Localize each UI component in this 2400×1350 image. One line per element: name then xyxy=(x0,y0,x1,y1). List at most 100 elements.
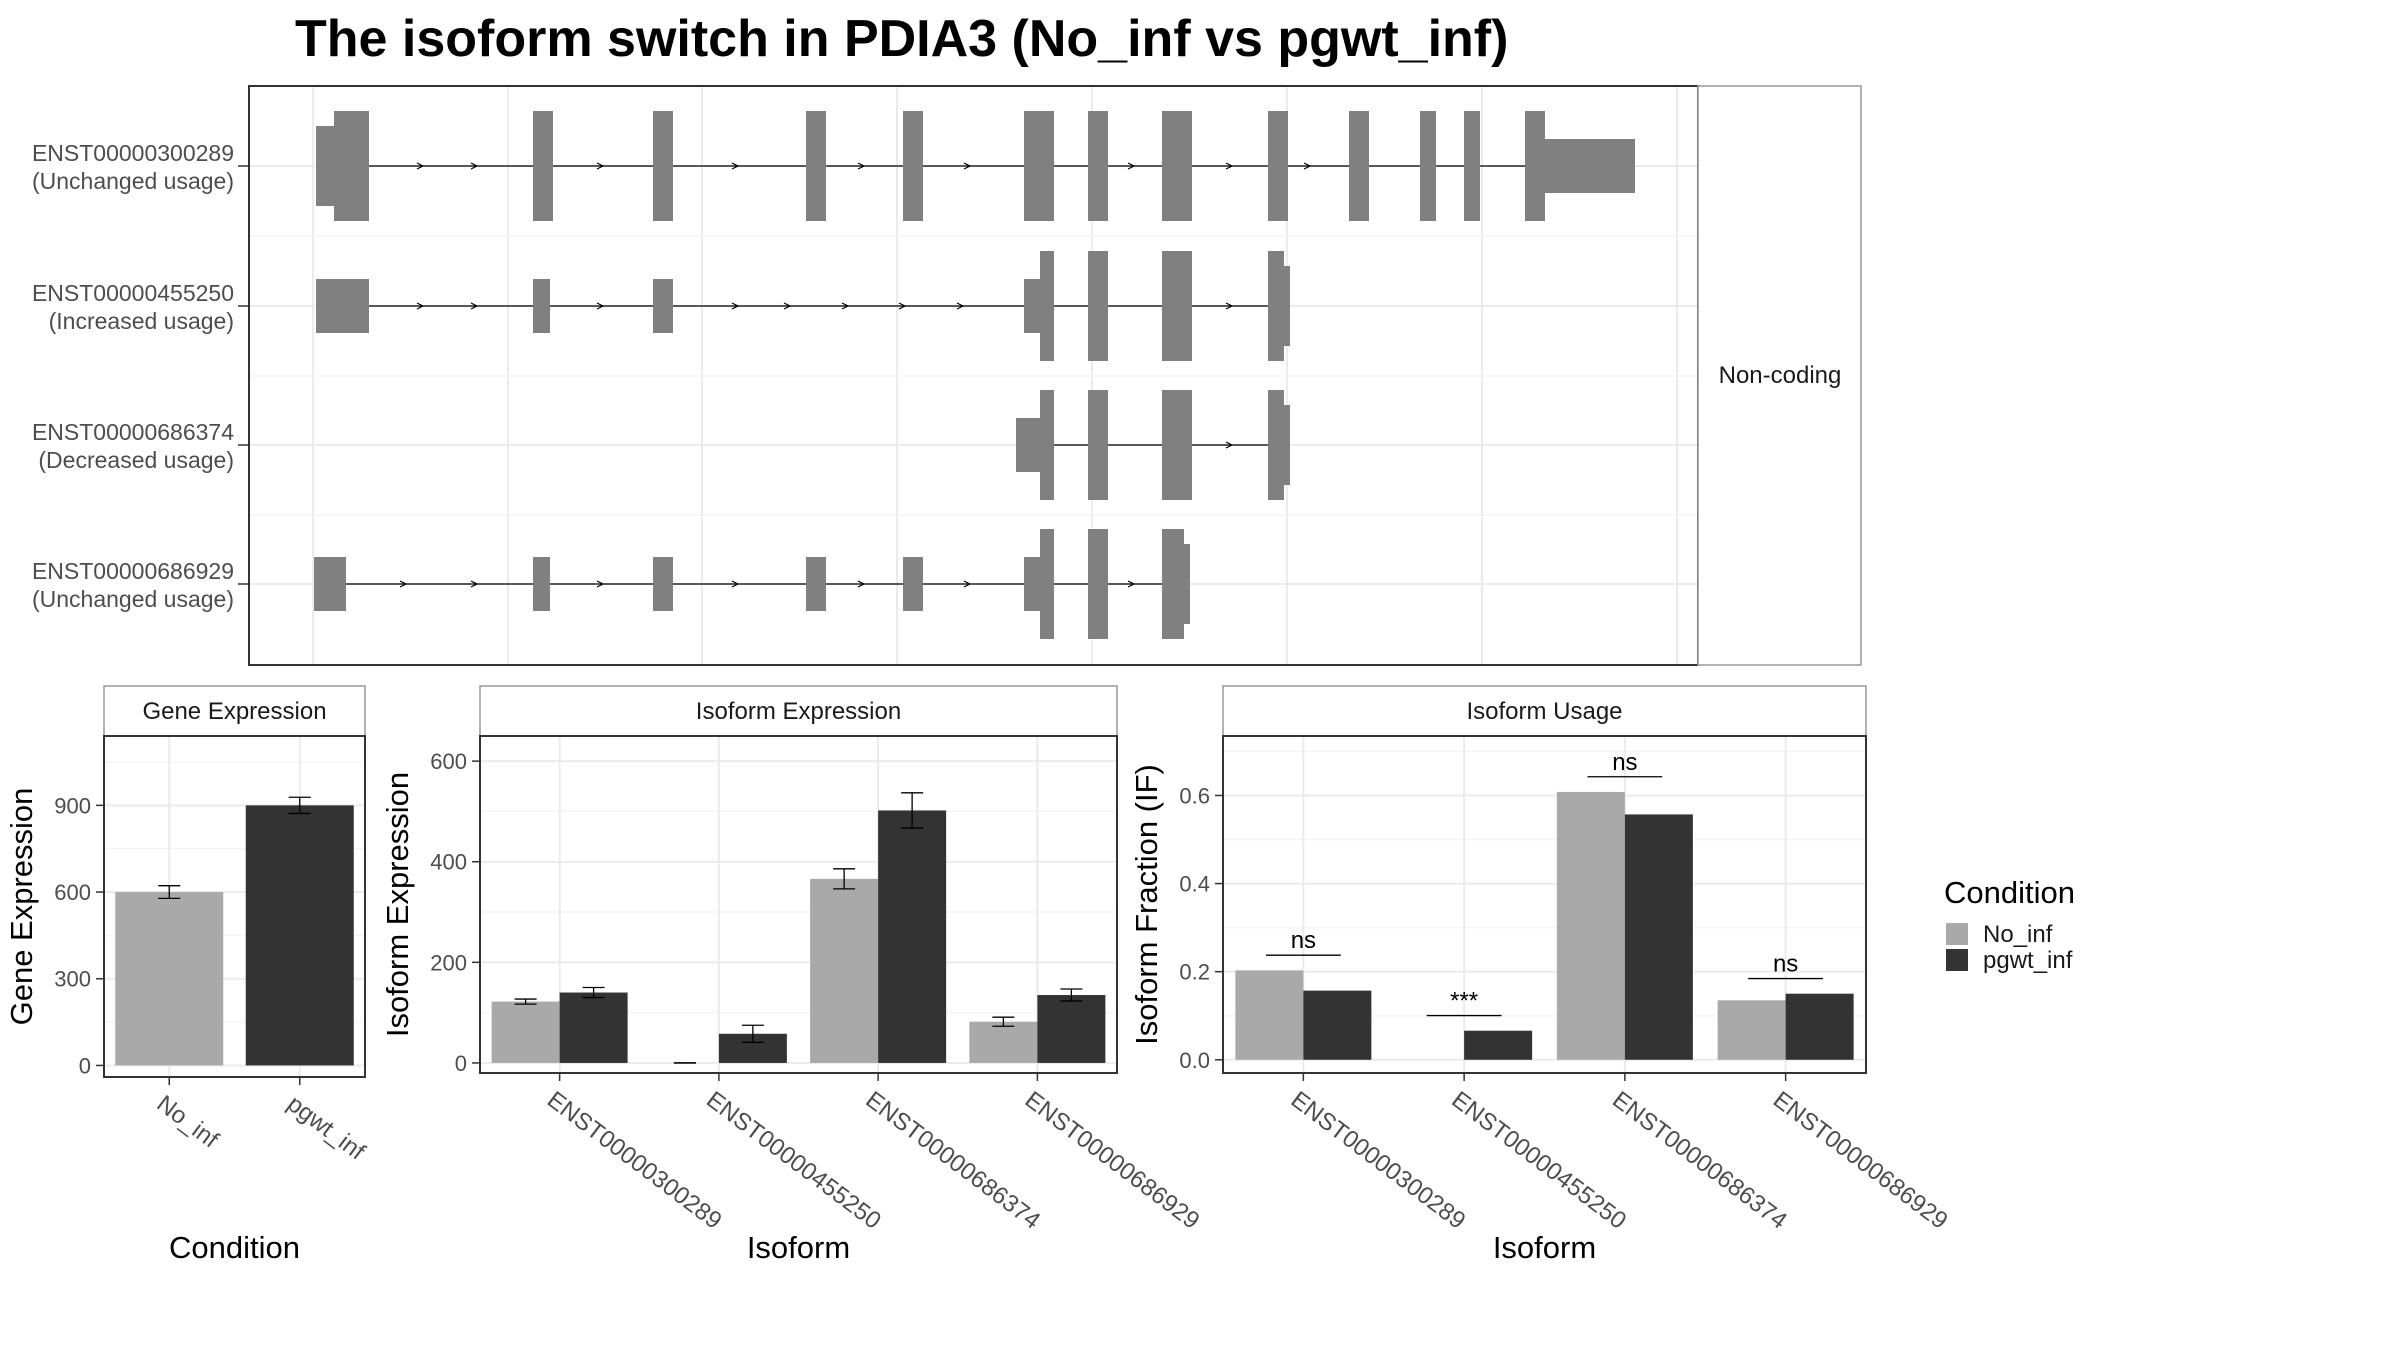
bar-pgwt_inf-ENST00000455250 xyxy=(1464,1030,1533,1060)
x-tick-label: ENST00000686929 xyxy=(1020,1086,1205,1234)
strand-arrow xyxy=(399,580,408,588)
bar-pgwt_inf-pgwt_inf xyxy=(245,805,354,1066)
exon xyxy=(653,279,673,333)
error-bar xyxy=(992,1016,1015,1027)
strand-arrow xyxy=(783,302,792,310)
plot-border xyxy=(1222,735,1867,1074)
y-tick-label: 600 xyxy=(54,880,91,905)
exon xyxy=(1545,139,1635,193)
panel-title: Isoform Usage xyxy=(1466,698,1622,725)
strand-arrow xyxy=(956,302,965,310)
x-tick-label: No_inf xyxy=(152,1090,224,1154)
y-axis-label: Gene Expression xyxy=(4,788,39,1026)
exon xyxy=(1464,111,1480,221)
bar-pgwt_inf-ENST00000300289 xyxy=(1303,990,1372,1060)
exon xyxy=(1040,251,1054,361)
legend-swatch-pgwt_inf xyxy=(1946,949,1968,971)
error-bar xyxy=(1060,988,1083,1002)
transcript-id-label: ENST00000455250 xyxy=(32,280,234,306)
exon xyxy=(1268,390,1284,500)
x-tick-label: ENST00000300289 xyxy=(542,1086,727,1234)
exon xyxy=(334,111,369,221)
legend-label: No_inf xyxy=(1983,921,2053,948)
panel-title: Isoform Expression xyxy=(696,698,901,725)
exon xyxy=(1040,390,1054,500)
exon xyxy=(1088,390,1108,500)
exon xyxy=(316,126,334,206)
exon xyxy=(653,557,673,611)
error-bar xyxy=(288,796,311,815)
strand-arrow xyxy=(963,580,972,588)
exon xyxy=(806,111,826,221)
error-bar xyxy=(514,998,537,1005)
x-tick-label: ENST00000455250 xyxy=(1447,1086,1632,1234)
x-axis-label: Condition xyxy=(169,1230,300,1265)
bar-No_inf-ENST00000300289 xyxy=(1235,970,1304,1060)
panel-strip xyxy=(103,685,366,737)
transcript-status-label: (Decreased usage) xyxy=(38,447,234,473)
significance-label: ns xyxy=(1291,927,1316,954)
exon xyxy=(1040,529,1054,639)
exon xyxy=(1420,111,1436,221)
strand-arrow xyxy=(963,162,972,170)
x-tick-label: pgwt_inf xyxy=(282,1090,370,1166)
exon xyxy=(1024,111,1054,221)
strand-arrow xyxy=(1127,162,1136,170)
significance-label: *** xyxy=(1450,988,1478,1015)
exon xyxy=(314,557,346,611)
exon xyxy=(653,111,673,221)
panel-title: Gene Expression xyxy=(142,698,326,725)
y-tick-label: 200 xyxy=(430,950,467,975)
bar-No_inf-No_inf xyxy=(115,892,224,1066)
bar-pgwt_inf-ENST00000686929 xyxy=(1037,995,1106,1063)
strand-arrow xyxy=(470,580,479,588)
figure-title: The isoform switch in PDIA3 (No_inf vs p… xyxy=(295,10,1508,68)
y-tick-label: 0 xyxy=(79,1053,91,1078)
exon xyxy=(1088,251,1108,361)
strand-arrow xyxy=(416,162,425,170)
bar-No_inf-ENST00000686929 xyxy=(1717,1000,1786,1060)
transcript-model-ENST00000300289 xyxy=(316,111,1635,221)
exon xyxy=(1284,266,1290,346)
exon xyxy=(1088,111,1108,221)
significance-label: ns xyxy=(1612,749,1637,776)
exon xyxy=(1024,557,1040,611)
bar-pgwt_inf-ENST00000686374 xyxy=(878,810,947,1063)
strand-arrow xyxy=(596,580,605,588)
strand-arrow xyxy=(1225,302,1234,310)
bar-No_inf-ENST00000686374 xyxy=(1556,791,1625,1060)
exon xyxy=(533,557,550,611)
transcript-model-ENST00000686374 xyxy=(1016,390,1290,500)
isoform-usage-panel: Isoform Usage ns *** ns ns 0.0 0.2 0.4 0.6 ENST00… xyxy=(1129,685,1953,1265)
exon xyxy=(1284,405,1290,485)
strand-arrow xyxy=(1303,162,1312,170)
strand-arrow xyxy=(596,162,605,170)
strand-arrow xyxy=(1225,162,1234,170)
exon xyxy=(1024,279,1040,333)
exon xyxy=(316,279,369,333)
exon xyxy=(903,111,923,221)
strand-arrow xyxy=(731,580,740,588)
facet-label: Non-coding xyxy=(1719,362,1842,389)
x-tick-label: ENST00000300289 xyxy=(1286,1086,1471,1234)
plot-border xyxy=(103,735,366,1078)
x-tick-label: ENST00000686929 xyxy=(1768,1086,1953,1234)
y-tick-label: 0.4 xyxy=(1179,872,1210,897)
panel-strip xyxy=(1222,685,1867,737)
strand-arrow xyxy=(841,302,850,310)
exon xyxy=(1349,111,1369,221)
strand-arrow xyxy=(731,162,740,170)
y-tick-label: 400 xyxy=(430,850,467,875)
bar-No_inf-ENST00000686929 xyxy=(969,1021,1038,1063)
strand-arrow xyxy=(596,302,605,310)
strand-arrow xyxy=(731,302,740,310)
bar-pgwt_inf-ENST00000686929 xyxy=(1785,993,1854,1060)
y-tick-label: 300 xyxy=(54,967,91,992)
exon xyxy=(1162,111,1192,221)
exon xyxy=(1184,544,1190,624)
error-bar xyxy=(901,792,924,829)
x-tick-label: ENST00000455250 xyxy=(701,1086,886,1234)
y-axis-label: Isoform Fraction (IF) xyxy=(1129,764,1164,1045)
facet-strip xyxy=(1697,85,1862,666)
